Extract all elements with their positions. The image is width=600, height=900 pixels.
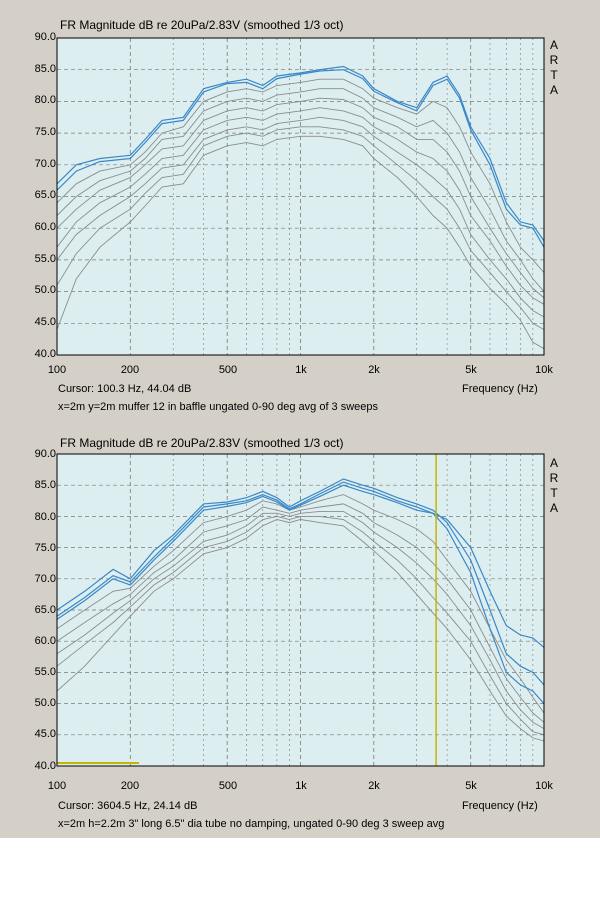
y-tick-label: 40.0	[34, 760, 56, 772]
series-line	[56, 503, 545, 723]
series-line	[56, 484, 545, 648]
chart-panel-bottom: FR Magnitude dB re 20uPa/2.83V (smoothed…	[0, 418, 600, 838]
measurement-caption: x=2m h=2.2m 3" long 6.5" dia tube no dam…	[58, 818, 445, 830]
x-tick-label: 500	[218, 780, 238, 792]
series-line	[56, 135, 545, 350]
y-tick-label: 90.0	[34, 31, 56, 43]
series-line	[56, 97, 545, 299]
x-tick-label: 2k	[368, 780, 380, 792]
series-line	[56, 69, 545, 248]
y-tick-label: 55.0	[34, 666, 56, 678]
chart-svg-bottom	[56, 453, 545, 767]
watermark-letter: R	[549, 471, 559, 485]
y-tick-label: 50.0	[34, 284, 56, 296]
series-line	[56, 481, 545, 704]
watermark-letter: A	[549, 38, 558, 52]
y-tick-label: 70.0	[34, 573, 56, 585]
series-line	[56, 478, 545, 686]
watermark-letter: A	[549, 83, 558, 97]
series-line	[56, 519, 545, 742]
y-tick-label: 80.0	[34, 94, 56, 106]
watermark-letter: R	[549, 53, 559, 67]
y-tick-label: 75.0	[34, 542, 56, 554]
x-tick-label: 10k	[535, 780, 553, 792]
chart-panel-top: FR Magnitude dB re 20uPa/2.83V (smoothed…	[0, 0, 600, 418]
x-tick-label: 5k	[465, 364, 477, 376]
plot-frame	[56, 453, 545, 767]
x-tick-label: 100	[47, 364, 67, 376]
plot-frame	[56, 37, 545, 356]
series-line	[56, 78, 545, 273]
series-line	[56, 515, 545, 736]
y-tick-label: 70.0	[34, 158, 56, 170]
series-line	[56, 116, 545, 318]
series-line	[56, 65, 545, 242]
y-tick-label: 55.0	[34, 253, 56, 265]
x-tick-label: 100	[47, 780, 67, 792]
series-line	[56, 88, 545, 292]
y-tick-label: 40.0	[34, 348, 56, 360]
y-tick-label: 50.0	[34, 697, 56, 709]
watermark-letter: T	[550, 68, 558, 82]
y-tick-label: 45.0	[34, 316, 56, 328]
arta-watermark: A R T A	[548, 456, 560, 516]
arta-watermark: A R T A	[548, 38, 560, 98]
series-line	[56, 126, 545, 330]
x-tick-label: 200	[120, 780, 140, 792]
x-tick-label: 1k	[295, 780, 307, 792]
y-tick-label: 60.0	[34, 221, 56, 233]
y-tick-label: 80.0	[34, 511, 56, 523]
cursor-readout: Cursor: 100.3 Hz, 44.04 dB	[58, 383, 192, 395]
x-tick-label: 10k	[535, 364, 553, 376]
measurement-caption: x=2m y=2m muffer 12 in baffle ungated 0-…	[58, 401, 379, 413]
y-tick-label: 65.0	[34, 604, 56, 616]
series-line	[56, 510, 545, 729]
y-tick-label: 90.0	[34, 448, 56, 460]
chart-title: FR Magnitude dB re 20uPa/2.83V (smoothed…	[60, 436, 344, 450]
x-tick-label: 2k	[368, 364, 380, 376]
x-tick-label: 1k	[295, 364, 307, 376]
watermark-letter: T	[550, 486, 558, 500]
watermark-letter: A	[549, 456, 558, 470]
chart-svg-top	[56, 37, 545, 356]
chart-title: FR Magnitude dB re 20uPa/2.83V (smoothed…	[60, 18, 344, 32]
x-axis-label: Frequency (Hz)	[462, 383, 538, 395]
series-line	[56, 494, 545, 714]
y-tick-label: 75.0	[34, 126, 56, 138]
y-tick-label: 85.0	[34, 63, 56, 75]
y-tick-label: 45.0	[34, 728, 56, 740]
x-tick-label: 200	[120, 364, 140, 376]
y-tick-label: 65.0	[34, 189, 56, 201]
x-tick-label: 500	[218, 364, 238, 376]
y-tick-label: 85.0	[34, 479, 56, 491]
cursor-readout: Cursor: 3604.5 Hz, 24.14 dB	[58, 800, 198, 812]
x-axis-label: Frequency (Hz)	[462, 800, 538, 812]
y-tick-label: 60.0	[34, 635, 56, 647]
watermark-letter: A	[549, 501, 558, 515]
series-line	[56, 107, 545, 305]
x-tick-label: 5k	[465, 780, 477, 792]
